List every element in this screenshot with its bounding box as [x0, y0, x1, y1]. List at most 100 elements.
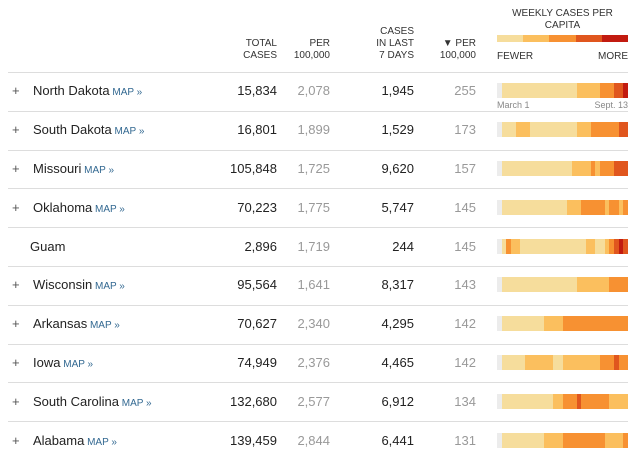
row-divider	[8, 149, 628, 151]
state-name[interactable]: Alabama MAP »	[33, 433, 117, 448]
heat-cell	[553, 393, 559, 409]
state-name[interactable]: South Carolina MAP »	[33, 394, 152, 409]
heat-cell	[618, 238, 624, 254]
heat-cell	[506, 238, 512, 254]
heat-cell	[604, 277, 610, 293]
map-link[interactable]: MAP »	[111, 126, 145, 138]
heat-cell	[539, 316, 545, 332]
per-100k: 2,078	[297, 83, 330, 99]
heat-cell	[501, 432, 507, 448]
heat-cell	[623, 393, 628, 409]
map-link[interactable]: MAP »	[119, 397, 152, 409]
heat-cell	[515, 432, 521, 448]
heat-cell	[497, 122, 502, 138]
state-name[interactable]: Wisconsin MAP »	[33, 277, 125, 292]
expand-button[interactable]: +	[12, 316, 20, 332]
heat-cell	[623, 199, 628, 215]
column-header: CASES	[243, 50, 277, 61]
heat-cell	[585, 393, 591, 409]
state-name[interactable]: North Dakota MAP »	[33, 83, 142, 98]
heat-cell	[609, 83, 615, 99]
heat-cell	[595, 238, 601, 254]
heat-cell	[571, 393, 577, 409]
map-link[interactable]: MAP »	[87, 320, 120, 332]
heat-cell	[506, 83, 512, 99]
heat-cell	[511, 161, 516, 176]
expand-button[interactable]: +	[12, 199, 20, 215]
heat-cell	[548, 277, 554, 293]
heat-cell	[618, 161, 624, 176]
heat-cell	[585, 199, 591, 215]
expand-button[interactable]: +	[12, 393, 20, 409]
heat-cell	[613, 161, 619, 176]
expand-button[interactable]: +	[12, 432, 20, 448]
heat-cell	[557, 122, 563, 138]
heat-cell	[567, 393, 573, 409]
expand-button[interactable]: +	[12, 277, 20, 293]
heat-cell	[562, 238, 568, 254]
heat-cell	[571, 238, 577, 254]
expand-button[interactable]: +	[12, 355, 20, 370]
heat-cell	[520, 432, 526, 448]
heat-cell	[497, 316, 502, 332]
state-name[interactable]: Missouri MAP »	[33, 161, 114, 176]
heat-cell	[553, 355, 559, 370]
heat-cell	[562, 393, 568, 409]
heat-cell	[515, 316, 521, 332]
state-name: Guam	[30, 239, 65, 254]
heat-cell	[497, 393, 502, 409]
name-text: Iowa	[33, 355, 61, 370]
heat-cell	[613, 199, 619, 215]
map-link[interactable]: MAP »	[92, 203, 125, 215]
map-link[interactable]: MAP »	[60, 359, 94, 370]
cases-7d: 1,945	[381, 83, 414, 99]
heat-cell	[567, 316, 573, 332]
heat-cell	[595, 122, 601, 138]
map-link[interactable]: MAP »	[81, 165, 115, 176]
heat-cell	[576, 238, 582, 254]
heat-cell	[525, 355, 531, 370]
expand-button[interactable]: +	[12, 122, 20, 138]
per-100k-7d: 255	[454, 83, 476, 99]
heat-cell	[609, 122, 615, 138]
state-name[interactable]: Oklahoma MAP »	[33, 200, 125, 215]
heat-cell	[604, 355, 610, 370]
state-name[interactable]: Arkansas MAP »	[33, 316, 120, 331]
map-link[interactable]: MAP »	[92, 281, 125, 293]
heat-cell	[590, 83, 596, 99]
expand-button[interactable]: +	[12, 83, 20, 99]
name-text: Wisconsin	[33, 277, 93, 293]
state-name[interactable]: South Dakota MAP »	[33, 122, 144, 137]
per-100k-7d: 145	[454, 238, 476, 254]
heat-cell	[557, 393, 563, 409]
expand-button[interactable]: +	[12, 161, 20, 176]
heat-cell	[571, 316, 577, 332]
heat-cell	[525, 393, 531, 409]
heat-cell	[585, 432, 591, 448]
heat-cell	[604, 238, 610, 254]
heat-cell	[534, 199, 540, 215]
heat-cell	[501, 161, 507, 176]
cases-7d: 6,441	[381, 432, 414, 448]
heat-cell	[543, 122, 549, 138]
heat-cell	[539, 432, 545, 448]
heat-cell	[515, 83, 521, 99]
heat-cell	[576, 277, 582, 293]
heat-cell	[534, 355, 540, 370]
map-link[interactable]: MAP »	[109, 87, 143, 99]
heat-cell	[571, 161, 577, 176]
heat-cell	[497, 432, 502, 448]
per-100k: 2,844	[297, 432, 330, 448]
heat-cell	[590, 432, 596, 448]
axis-label: Sept. 13	[594, 100, 628, 111]
heat-cell	[525, 161, 531, 176]
heat-cell	[595, 393, 601, 409]
heat-cell	[511, 238, 516, 254]
heat-cell	[562, 355, 568, 370]
map-link[interactable]: MAP »	[84, 436, 117, 448]
name-text: Missouri	[33, 161, 82, 176]
column-header: 7 DAYS	[379, 50, 414, 61]
state-name[interactable]: Iowa MAP »	[33, 355, 93, 370]
heat-cell	[590, 355, 596, 370]
heat-cell	[501, 355, 507, 370]
